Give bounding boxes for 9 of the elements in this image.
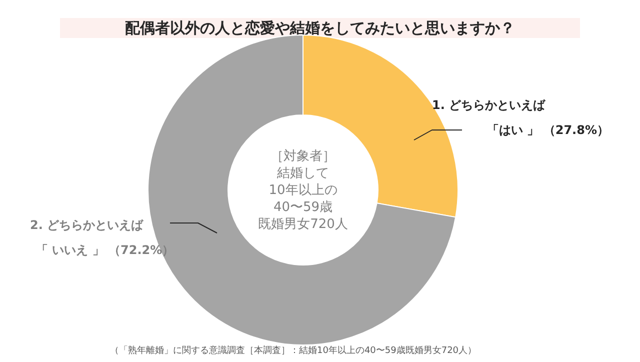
chart-title: 配偶者以外の人と恋愛や結婚をしてみたいと思いますか？ — [125, 19, 515, 37]
text: 結婚して — [276, 166, 329, 181]
slice-label: 2. どちらかといえば「 いいえ 」 （72.2%） — [30, 218, 174, 257]
text: （「熟年離婚」に関する意識調査［本調査］：結婚10年以上の40〜59歳既婚男女720人） — [110, 345, 477, 356]
slice-label: 1. どちらかといえば「はい 」 （27.8%） — [432, 98, 609, 137]
text: ［対象者］ — [270, 148, 336, 164]
text: 40〜59歳 — [273, 200, 333, 215]
text: 既婚男女720人 — [258, 217, 348, 232]
text: 10年以上の — [268, 183, 338, 198]
